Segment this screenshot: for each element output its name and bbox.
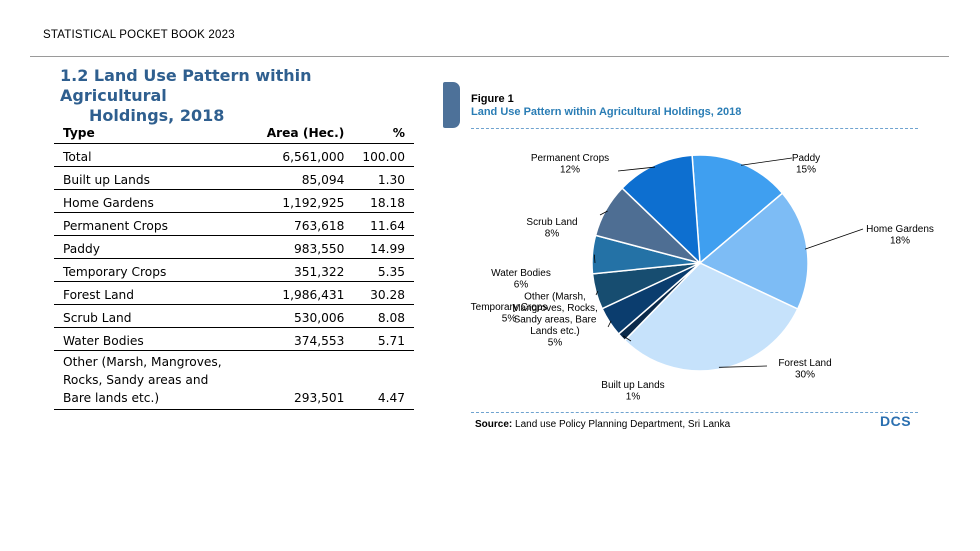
pie-percent-label: 6%: [514, 280, 529, 291]
table-cell-area: 763,618: [240, 212, 354, 236]
source-text: Land use Policy Planning Department, Sri…: [512, 419, 731, 430]
pie-leader-line: [718, 365, 768, 368]
pie-leader-line: [622, 335, 632, 342]
pie-percent-label: 5%: [548, 338, 563, 349]
table-cell-area: 374,553: [240, 327, 354, 351]
pie-percent-label: 5%: [502, 314, 517, 325]
header-divider: [30, 56, 949, 57]
table-cell-pct: 8.08: [353, 304, 414, 328]
source-label: Source:: [475, 419, 513, 430]
figure-source: Source: Land use Policy Planning Departm…: [475, 419, 730, 430]
table-cell-type: Paddy: [54, 235, 241, 259]
table-cell-pct: 1.30: [353, 166, 414, 190]
table-cell-pct: 30.28: [353, 281, 414, 305]
figure-label: Figure 1: [471, 93, 514, 105]
dcs-logo: DCS: [880, 413, 912, 429]
table-row: Home Gardens 1,192,925 18.18: [54, 189, 414, 213]
pie-slice: [691, 154, 784, 265]
table-cell-area: 1,192,925: [240, 189, 354, 213]
pie-percent-label: 18%: [890, 236, 910, 247]
figure-title: Land Use Pattern within Agricultural Hol…: [471, 106, 742, 118]
pie-leader-line: [593, 254, 596, 264]
table-row: Built up Lands 85,094 1.30: [54, 166, 414, 190]
table-cell-pct: 18.18: [353, 189, 414, 213]
pie-label: Built up Lands 1%: [601, 380, 664, 403]
pie-percent-label: 1%: [626, 392, 641, 403]
section-title-line2: Holdings, 2018: [89, 106, 225, 125]
table-cell-type-line: Bare lands etc.): [63, 391, 160, 405]
figure-tab-marker: [443, 82, 460, 128]
figure-top-divider: [471, 128, 918, 129]
table-cell-type: Water Bodies: [54, 327, 241, 351]
table-cell-area: 293,501: [240, 350, 354, 410]
section-title-line1: 1.2 Land Use Pattern within Agricultural: [60, 66, 312, 105]
table-cell-pct: 4.47: [353, 350, 414, 410]
pie-slice: [621, 154, 701, 265]
table-cell-type: Scrub Land: [54, 304, 241, 328]
column-header-type: Type: [54, 122, 241, 144]
pie-percent-label: 15%: [796, 165, 816, 176]
section-title: 1.2 Land Use Pattern within Agricultural…: [60, 66, 420, 126]
pie-label: Paddy 15%: [792, 153, 820, 176]
table-row: Scrub Land 530,006 8.08: [54, 304, 414, 328]
table-cell-type-line: Rocks, Sandy areas and: [63, 373, 209, 387]
table-cell-area: 351,322: [240, 258, 354, 282]
table-header-row: Type Area (Hec.) %: [54, 122, 414, 144]
table-cell-pct: 11.64: [353, 212, 414, 236]
pie-leader-line: [599, 210, 608, 216]
table-cell-area: 85,094: [240, 166, 354, 190]
table-row: Other (Marsh, Mangroves, Rocks, Sandy are…: [54, 350, 414, 410]
pie-label: Scrub Land 8%: [526, 217, 577, 240]
table-cell-pct: 5.71: [353, 327, 414, 351]
table-row: Total 6,561,000 100.00: [54, 143, 414, 167]
pie-slice: [623, 262, 799, 372]
pie-chart: Paddy 15% Home Gardens 18% Forest Land 30% Bui…: [471, 153, 934, 403]
table-cell-area: 6,561,000: [240, 143, 354, 167]
pie-leader-line: [607, 320, 612, 328]
table-cell-pct: 100.00: [353, 143, 414, 167]
column-header-percent: %: [353, 122, 414, 144]
table-cell-type: Built up Lands: [54, 166, 241, 190]
table-cell-pct: 5.35: [353, 258, 414, 282]
pie-percent-label: 12%: [560, 165, 580, 176]
table-row: Temporary Crops 351,322 5.35: [54, 258, 414, 282]
table-row: Permanent Crops 763,618 11.64: [54, 212, 414, 236]
table-row: Paddy 983,550 14.99: [54, 235, 414, 259]
pie-label: Other (Marsh, Mangroves, Rocks, Sandy area…: [512, 292, 598, 349]
pie-label: Home Gardens 18%: [866, 224, 934, 247]
pie-leader-line: [740, 157, 793, 166]
table-cell-pct: 14.99: [353, 235, 414, 259]
table-row: Water Bodies 374,553 5.71: [54, 327, 414, 351]
pie-percent-label: 30%: [795, 370, 815, 381]
table-row: Forest Land 1,986,431 30.28: [54, 281, 414, 305]
document-header-title: STATISTICAL POCKET BOOK 2023: [43, 29, 235, 41]
table-cell-type: Permanent Crops: [54, 212, 241, 236]
pie-leader-line: [804, 228, 864, 250]
pie-label: Permanent Crops 12%: [531, 153, 609, 176]
pie-percent-label: 8%: [545, 229, 560, 240]
land-use-table: Type Area (Hec.) % Total 6,561,000 100.00 B…: [54, 122, 414, 410]
table-cell-type: Home Gardens: [54, 189, 241, 213]
table-cell-type-line: Other (Marsh, Mangroves,: [63, 355, 222, 369]
column-header-area: Area (Hec.): [240, 122, 354, 144]
table-cell-area: 983,550: [240, 235, 354, 259]
table-cell-area: 1,986,431: [240, 281, 354, 305]
pie-label: Temporary Crops 5%: [471, 302, 548, 325]
pie-leader-line: [595, 290, 599, 296]
pie-label: Water Bodies 6%: [491, 268, 551, 291]
table-cell-type: Other (Marsh, Mangroves, Rocks, Sandy are…: [54, 350, 241, 410]
table-cell-area: 530,006: [240, 304, 354, 328]
table-cell-type: Temporary Crops: [54, 258, 241, 282]
figure-bottom-divider: [471, 412, 918, 413]
table-cell-type: Forest Land: [54, 281, 241, 305]
pie-leader-line: [617, 166, 655, 172]
table-cell-type: Total: [54, 143, 241, 167]
pie-label: Forest Land 30%: [778, 358, 831, 381]
